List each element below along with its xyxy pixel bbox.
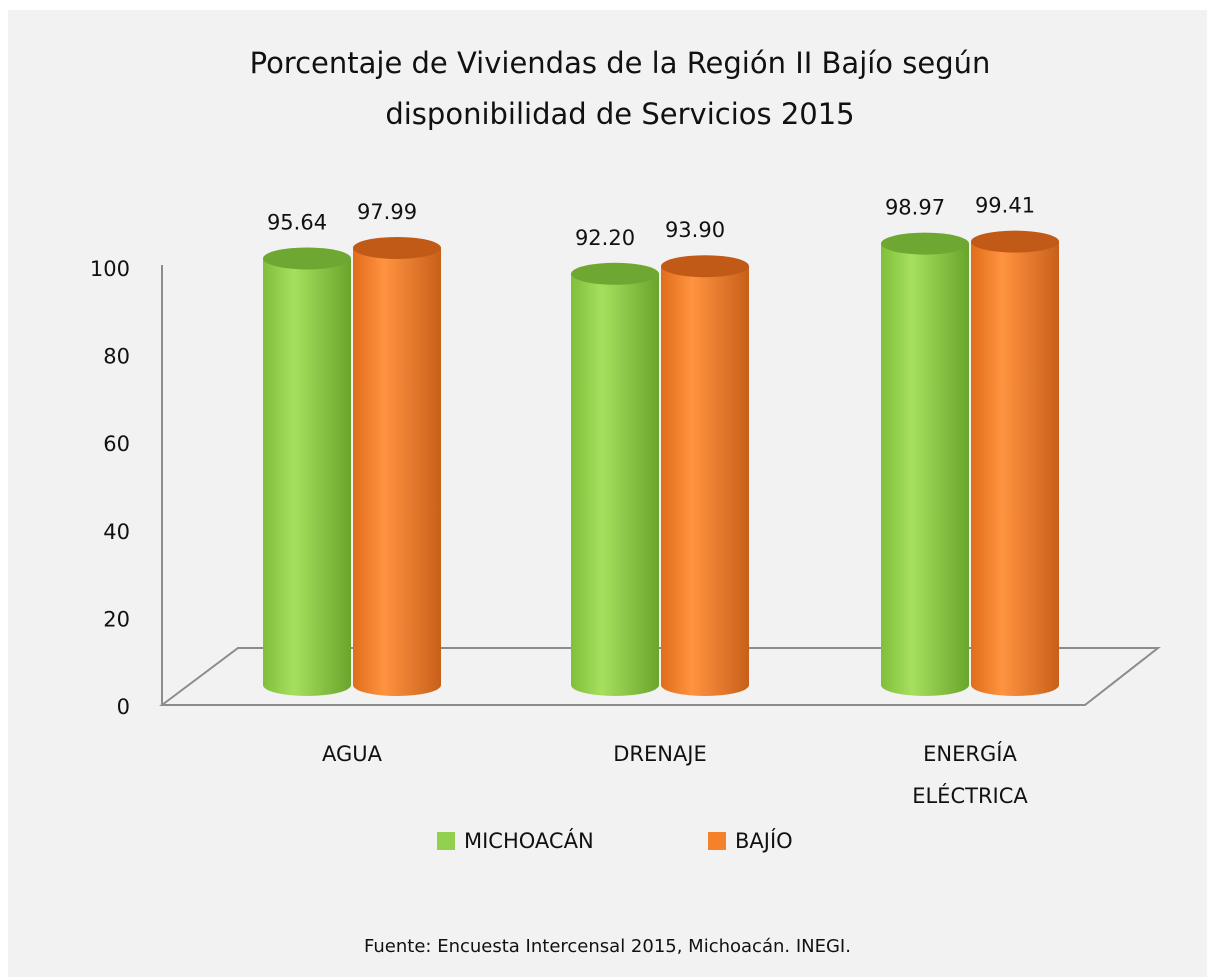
- bar: [661, 266, 749, 696]
- x-tick-label: DRENAJE: [613, 742, 707, 766]
- data-label: 95.64: [267, 210, 327, 234]
- legend-swatch: [708, 832, 726, 850]
- x-tick-label: ENERGÍA ELÉCTRICA: [912, 742, 1028, 808]
- x-tick-label: AGUA: [321, 742, 382, 766]
- legend-label: MICHOACÁN: [464, 828, 594, 853]
- bar-top: [353, 236, 441, 259]
- bar-top: [661, 255, 749, 278]
- data-label: 97.99: [357, 200, 417, 224]
- bar-top: [971, 230, 1059, 253]
- bar-top: [263, 247, 351, 270]
- data-label: 99.41: [975, 194, 1035, 218]
- source: Fuente: Encuesta Intercensal 2015, Micho…: [364, 936, 851, 957]
- bar: [881, 243, 969, 696]
- y-tick-label: 60: [103, 432, 130, 456]
- bar-top: [881, 232, 969, 255]
- y-tick-label: 100: [90, 257, 130, 281]
- y-tick-label: 0: [117, 695, 130, 719]
- bar-top: [571, 262, 659, 285]
- bar: [353, 247, 441, 696]
- legend-label: BAJÍO: [735, 828, 793, 853]
- data-label: 98.97: [885, 196, 945, 220]
- legend-swatch: [437, 832, 455, 850]
- bar: [971, 241, 1059, 696]
- y-tick-label: 20: [103, 607, 130, 631]
- y-tick-label: 40: [103, 520, 130, 544]
- chart-title: Porcentaje de Viviendas de la Región II …: [249, 46, 991, 131]
- floor: [159, 647, 1161, 706]
- y-tick-label: 80: [103, 345, 130, 369]
- data-label: 92.20: [575, 226, 635, 250]
- bar: [571, 273, 659, 696]
- bar: [263, 258, 351, 696]
- data-label: 93.90: [665, 218, 725, 242]
